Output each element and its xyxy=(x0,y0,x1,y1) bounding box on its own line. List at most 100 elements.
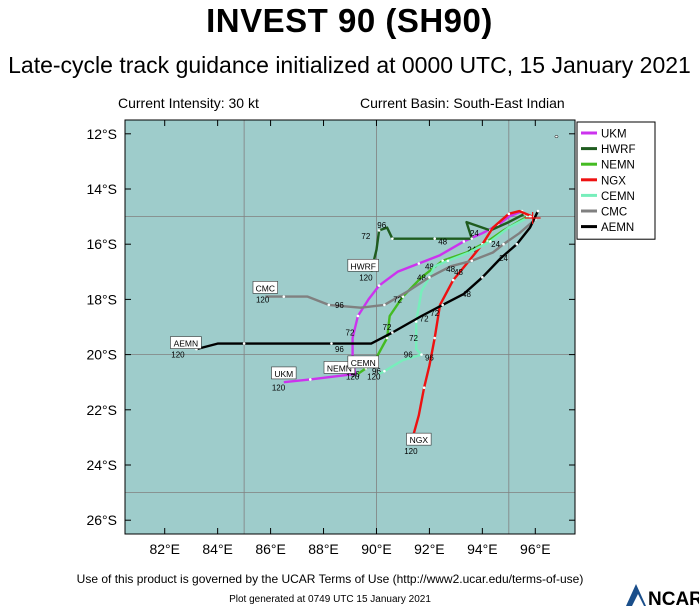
forecast-hour-label: 72 xyxy=(383,323,392,332)
track-point xyxy=(356,314,360,318)
legend-entry-cmc: CMC xyxy=(601,207,627,219)
track-point xyxy=(327,303,331,307)
track-point xyxy=(377,284,381,287)
end-label-ukm: UKM xyxy=(274,369,293,379)
y-tick-label: 14°S xyxy=(86,181,117,197)
track-point xyxy=(417,262,421,265)
current-intensity: Current Intensity: 30 kt xyxy=(118,95,259,111)
plot-generated: Plot generated at 0749 UTC 15 January 20… xyxy=(229,594,431,605)
track-point xyxy=(502,242,505,246)
track-point xyxy=(481,276,484,279)
end-label-box xyxy=(347,355,379,369)
end-label-hwrf: HWRF xyxy=(350,261,376,271)
track-point xyxy=(308,378,312,381)
track-point xyxy=(470,237,474,240)
end-label-box xyxy=(170,336,202,349)
end-label-ngx: NGX xyxy=(410,435,429,445)
track-aemn: 24 48 72 96 120 AEMN xyxy=(170,209,540,360)
forecast-hour-label: 72 xyxy=(361,232,370,241)
track-point xyxy=(383,303,386,307)
track-point xyxy=(462,240,466,243)
track-point xyxy=(391,331,394,334)
x-tick-label: 94°E xyxy=(467,541,498,557)
forecast-hour-label: 120 xyxy=(171,351,185,360)
track-point xyxy=(414,320,418,323)
forecast-hour-label: 72 xyxy=(409,334,418,343)
forecast-hour-label: 96 xyxy=(425,353,434,362)
y-tick-label: 20°S xyxy=(86,347,117,363)
track-point xyxy=(377,229,381,232)
end-label-box xyxy=(271,366,297,380)
forecast-hour-label: 96 xyxy=(372,367,381,376)
forecast-hour-label: 120 xyxy=(404,447,418,456)
forecast-hour-label: 120 xyxy=(346,373,360,382)
forecast-hour-label: 72 xyxy=(393,295,402,304)
track-point xyxy=(385,336,389,340)
end-label-cemn: CEMN xyxy=(351,358,376,368)
forecast-hour-label: 72 xyxy=(430,309,439,318)
end-label-cmc: CMC xyxy=(256,283,275,293)
end-label-box xyxy=(252,281,278,294)
track-point xyxy=(470,259,474,263)
forecast-hour-label: 96 xyxy=(351,370,360,379)
track-point xyxy=(282,295,286,298)
island-mark xyxy=(554,135,559,139)
y-tick-label: 26°S xyxy=(86,512,117,528)
x-tick-label: 88°E xyxy=(308,541,339,557)
ocean-area xyxy=(125,120,575,534)
x-tick-label: 86°E xyxy=(255,541,286,557)
forecast-hour-label: 96 xyxy=(377,221,386,230)
track-point xyxy=(433,237,437,240)
end-label-box xyxy=(406,432,432,446)
x-tick-label: 82°E xyxy=(149,541,180,557)
track-point xyxy=(391,237,394,240)
plot-frame xyxy=(124,119,576,535)
x-tick-label: 92°E xyxy=(414,541,445,557)
forecast-hour-label: 96 xyxy=(404,351,413,360)
end-label-aemn: AEMN xyxy=(174,339,199,349)
end-label-nemn: NEMN xyxy=(327,363,352,373)
y-tick-label: 12°S xyxy=(86,126,117,142)
y-tick-label: 22°S xyxy=(86,402,117,418)
forecast-hour-label: 24 xyxy=(470,229,479,238)
track-point xyxy=(507,212,511,216)
track-line xyxy=(265,218,537,309)
track-point xyxy=(422,386,426,390)
track-point xyxy=(330,342,333,345)
forecast-hour-label: 96 xyxy=(335,301,344,310)
forecast-hour-label: 24 xyxy=(491,240,500,249)
forecast-hour-label: 48 xyxy=(417,273,426,282)
track-point xyxy=(451,278,455,282)
track-point xyxy=(433,336,437,340)
track-line xyxy=(196,210,539,351)
terms-of-use: Use of this product is governed by the U… xyxy=(76,572,584,586)
chart-subtitle: Late-cycle track guidance initialized at… xyxy=(8,52,691,78)
forecast-hour-label: 48 xyxy=(425,262,434,271)
forecast-hour-label: 72 xyxy=(420,315,429,324)
track-ngx: 48 72 96 120 NGX xyxy=(404,209,534,456)
track-point xyxy=(420,353,423,356)
track-point xyxy=(515,242,519,246)
forecast-hour-label: 120 xyxy=(272,384,286,393)
ncar-logo: NCAR xyxy=(626,584,699,608)
forecast-hour-label: 48 xyxy=(446,265,455,274)
svg-text:NCAR: NCAR xyxy=(648,589,699,608)
legend-entry-hwrf: HWRF xyxy=(601,144,636,156)
y-tick-label: 24°S xyxy=(86,457,117,473)
forecast-hour-label: 48 xyxy=(462,290,471,299)
legend-entry-aemn: AEMN xyxy=(601,222,634,234)
legend-entry-nemn: NEMN xyxy=(601,160,635,172)
track-line xyxy=(370,212,526,273)
forecast-hour-label: 24 xyxy=(499,254,508,263)
forecast-hour-label: 48 xyxy=(454,268,463,277)
forecast-hour-label: 96 xyxy=(335,345,344,354)
x-tick-label: 84°E xyxy=(202,541,233,557)
track-point xyxy=(441,259,444,263)
legend-entry-ngx: NGX xyxy=(601,175,626,187)
legend-entry-cemn: CEMN xyxy=(601,191,635,203)
forecast-hour-label: 48 xyxy=(438,237,447,246)
track-point xyxy=(488,240,492,243)
track-point xyxy=(536,209,540,213)
